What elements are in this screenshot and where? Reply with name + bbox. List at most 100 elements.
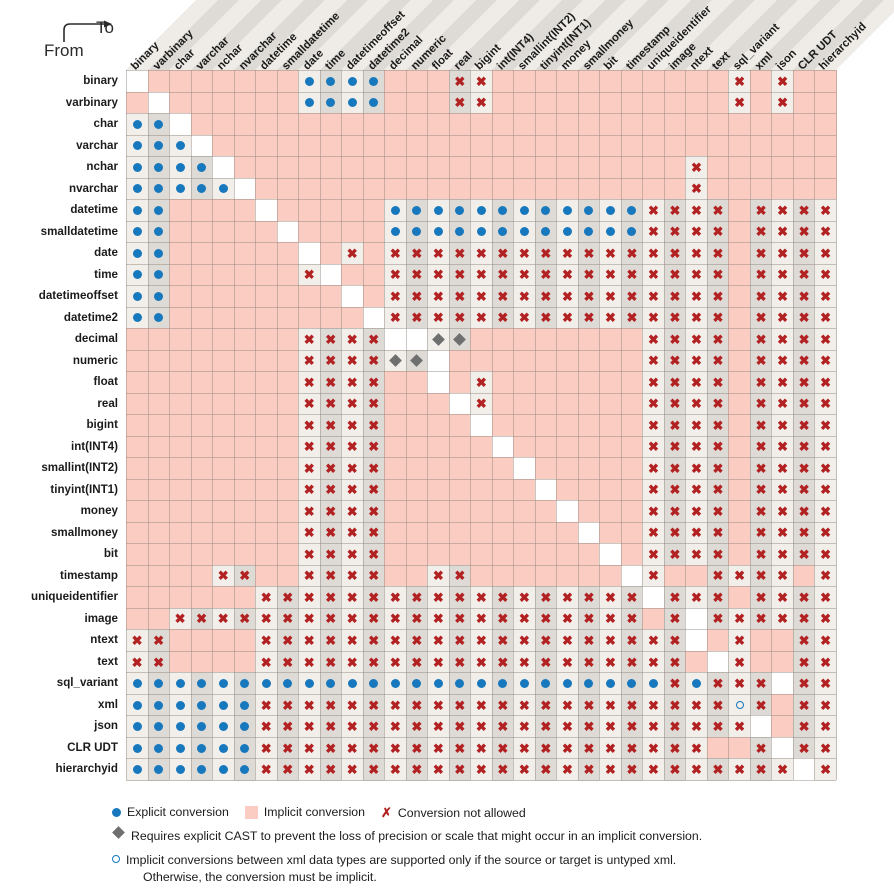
matrix-cell[interactable]: ✖ bbox=[513, 263, 536, 286]
matrix-cell[interactable]: ✖ bbox=[255, 758, 278, 781]
row-header-int-int4-[interactable]: int(INT4) bbox=[70, 439, 118, 453]
matrix-cell[interactable]: ✖ bbox=[814, 263, 837, 286]
matrix-cell[interactable]: ✖ bbox=[663, 586, 687, 609]
matrix-cell[interactable] bbox=[126, 220, 149, 243]
matrix-cell[interactable]: ✖ bbox=[513, 242, 536, 265]
matrix-cell[interactable] bbox=[577, 371, 600, 394]
matrix-cell[interactable]: ✖ bbox=[556, 586, 579, 609]
matrix-cell[interactable] bbox=[448, 177, 471, 200]
matrix-cell[interactable]: ✖ bbox=[427, 650, 450, 674]
matrix-cell[interactable] bbox=[405, 113, 428, 136]
row-header-binary[interactable]: binary bbox=[83, 74, 118, 87]
matrix-cell[interactable] bbox=[491, 478, 514, 501]
matrix-cell[interactable]: ✖ bbox=[642, 457, 665, 480]
row-header-date[interactable]: date bbox=[94, 246, 118, 260]
matrix-cell[interactable] bbox=[276, 435, 299, 458]
matrix-cell[interactable] bbox=[126, 564, 149, 588]
matrix-cell[interactable] bbox=[147, 586, 170, 609]
matrix-cell[interactable]: ✖ bbox=[577, 263, 600, 286]
matrix-cell[interactable]: ✖ bbox=[792, 478, 816, 501]
matrix-cell[interactable]: ✖ bbox=[792, 328, 816, 351]
matrix-cell[interactable] bbox=[233, 414, 256, 437]
matrix-cell[interactable] bbox=[728, 306, 751, 329]
matrix-cell[interactable]: ✖ bbox=[126, 650, 149, 674]
matrix-cell[interactable] bbox=[169, 263, 192, 286]
matrix-cell[interactable]: ✖ bbox=[620, 650, 644, 674]
matrix-cell[interactable] bbox=[427, 414, 450, 437]
matrix-cell[interactable] bbox=[513, 478, 536, 501]
matrix-cell[interactable]: ✖ bbox=[792, 306, 816, 329]
matrix-cell[interactable] bbox=[470, 521, 493, 544]
matrix-cell[interactable]: ✖ bbox=[749, 220, 773, 243]
matrix-cell[interactable] bbox=[255, 457, 278, 480]
matrix-cell[interactable] bbox=[341, 134, 364, 157]
matrix-cell[interactable] bbox=[362, 306, 385, 329]
matrix-cell[interactable]: ✖ bbox=[620, 629, 644, 652]
matrix-cell[interactable] bbox=[255, 70, 278, 93]
matrix-cell[interactable]: ✖ bbox=[341, 521, 364, 544]
matrix-cell[interactable] bbox=[534, 478, 557, 501]
matrix-cell[interactable]: ✖ bbox=[663, 285, 687, 308]
matrix-cell[interactable] bbox=[341, 263, 364, 286]
matrix-cell[interactable]: ✖ bbox=[706, 500, 730, 523]
matrix-cell[interactable] bbox=[427, 328, 450, 351]
matrix-cell[interactable]: ✖ bbox=[728, 564, 751, 588]
matrix-cell[interactable] bbox=[212, 199, 235, 222]
matrix-cell[interactable] bbox=[233, 242, 256, 265]
matrix-cell[interactable] bbox=[728, 349, 751, 372]
matrix-cell[interactable] bbox=[169, 564, 192, 588]
matrix-cell[interactable]: ✖ bbox=[577, 715, 600, 738]
matrix-cell[interactable] bbox=[384, 134, 407, 157]
matrix-cell[interactable] bbox=[169, 70, 192, 93]
matrix-cell[interactable]: ✖ bbox=[642, 435, 665, 458]
matrix-cell[interactable]: ✖ bbox=[255, 693, 278, 717]
matrix-cell[interactable]: ✖ bbox=[405, 693, 428, 717]
matrix-cell[interactable]: ✖ bbox=[685, 220, 708, 243]
matrix-cell[interactable] bbox=[276, 113, 299, 136]
matrix-cell[interactable] bbox=[276, 500, 299, 523]
matrix-cell[interactable] bbox=[599, 521, 622, 544]
matrix-cell[interactable] bbox=[405, 177, 428, 200]
matrix-cell[interactable]: ✖ bbox=[405, 715, 428, 738]
matrix-cell[interactable] bbox=[470, 113, 493, 136]
matrix-cell[interactable]: ✖ bbox=[534, 693, 557, 717]
matrix-cell[interactable]: ✖ bbox=[792, 285, 816, 308]
matrix-cell[interactable]: ✖ bbox=[448, 564, 471, 588]
matrix-cell[interactable] bbox=[233, 199, 256, 222]
matrix-cell[interactable] bbox=[534, 392, 557, 415]
matrix-cell[interactable] bbox=[728, 736, 751, 760]
matrix-cell[interactable] bbox=[728, 285, 751, 308]
matrix-cell[interactable] bbox=[147, 758, 170, 781]
matrix-cell[interactable]: ✖ bbox=[556, 285, 579, 308]
matrix-cell[interactable] bbox=[276, 91, 299, 114]
matrix-cell[interactable] bbox=[190, 478, 213, 501]
matrix-cell[interactable] bbox=[384, 457, 407, 480]
matrix-cell[interactable] bbox=[212, 521, 235, 544]
matrix-cell[interactable] bbox=[577, 70, 600, 93]
matrix-cell[interactable]: ✖ bbox=[556, 607, 579, 631]
matrix-cell[interactable]: ✖ bbox=[792, 392, 816, 415]
matrix-cell[interactable] bbox=[749, 156, 773, 179]
matrix-cell[interactable]: ✖ bbox=[728, 672, 751, 695]
matrix-cell[interactable]: ✖ bbox=[599, 650, 622, 674]
matrix-cell[interactable]: ✖ bbox=[405, 263, 428, 286]
matrix-cell[interactable] bbox=[169, 586, 192, 609]
matrix-cell[interactable] bbox=[319, 113, 342, 136]
matrix-cell[interactable] bbox=[190, 392, 213, 415]
matrix-cell[interactable] bbox=[212, 263, 235, 286]
matrix-cell[interactable] bbox=[190, 650, 213, 674]
matrix-cell[interactable] bbox=[190, 177, 213, 200]
matrix-cell[interactable]: ✖ bbox=[642, 349, 665, 372]
matrix-cell[interactable]: ✖ bbox=[728, 607, 751, 631]
matrix-cell[interactable]: ✖ bbox=[685, 156, 708, 179]
matrix-cell[interactable] bbox=[212, 500, 235, 523]
matrix-cell[interactable] bbox=[599, 457, 622, 480]
matrix-cell[interactable]: ✖ bbox=[384, 586, 407, 609]
matrix-cell[interactable] bbox=[491, 392, 514, 415]
matrix-cell[interactable]: ✖ bbox=[405, 629, 428, 652]
matrix-cell[interactable]: ✖ bbox=[749, 263, 773, 286]
matrix-cell[interactable] bbox=[556, 70, 579, 93]
matrix-cell[interactable] bbox=[642, 586, 665, 609]
matrix-cell[interactable] bbox=[126, 736, 149, 760]
matrix-cell[interactable] bbox=[728, 199, 751, 222]
